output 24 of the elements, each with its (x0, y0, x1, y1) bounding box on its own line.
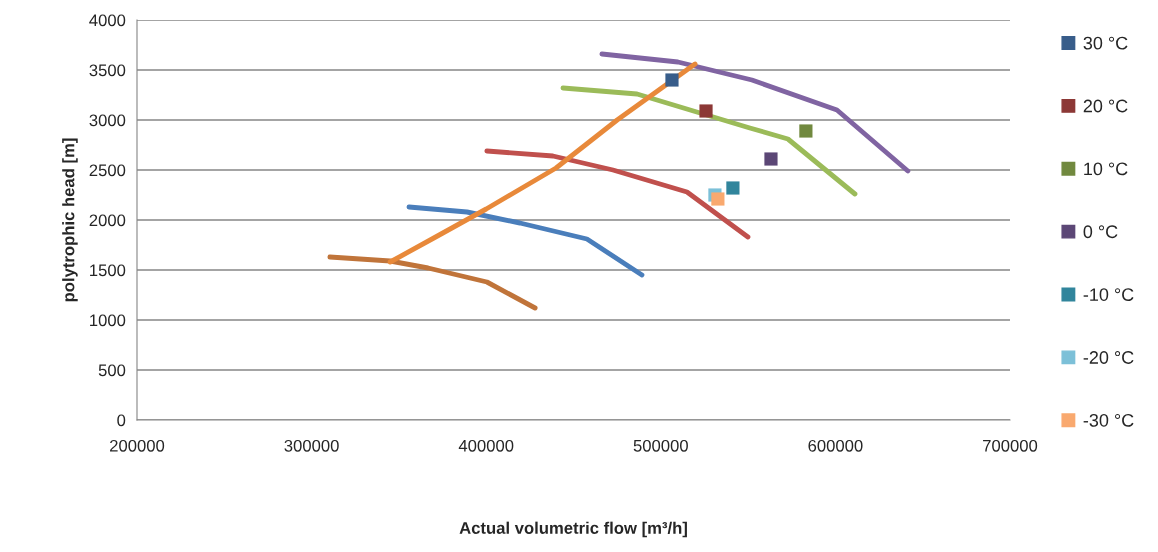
legend-label: 0 °C (1083, 225, 1118, 239)
y-tick-label: 3000 (89, 114, 126, 127)
x-tick-label: 700000 (983, 439, 1038, 452)
x-tick-label: 600000 (808, 439, 863, 452)
x-tick-label: 500000 (633, 439, 688, 452)
legend-label: -30 °C (1083, 413, 1134, 427)
x-axis-title: Actual volumetric flow [m³/h] (459, 521, 687, 538)
legend-label: -10 °C (1083, 288, 1134, 301)
x-tick-label: 200000 (110, 439, 165, 452)
legend-label: 30 °C (1083, 36, 1128, 50)
y-tick-label: 2500 (89, 164, 126, 177)
y-tick-label: 500 (98, 364, 126, 377)
legend-label: 20 °C (1083, 99, 1128, 113)
x-tick-label: 400000 (458, 439, 514, 452)
legend-label: 10 °C (1084, 162, 1128, 176)
y-tick-label: 1500 (90, 264, 126, 277)
y-tick-label: 4000 (89, 14, 126, 27)
y-axis-title: polytrophic head [m] (62, 138, 78, 302)
y-tick-label: 3500 (89, 64, 126, 77)
y-tick-label: 1000 (90, 314, 126, 327)
y-tick-label: 2000 (89, 214, 126, 227)
legend-label: -20 °C (1083, 351, 1134, 364)
x-tick-label: 300000 (284, 439, 339, 452)
y-tick-label: 0 (117, 414, 126, 427)
